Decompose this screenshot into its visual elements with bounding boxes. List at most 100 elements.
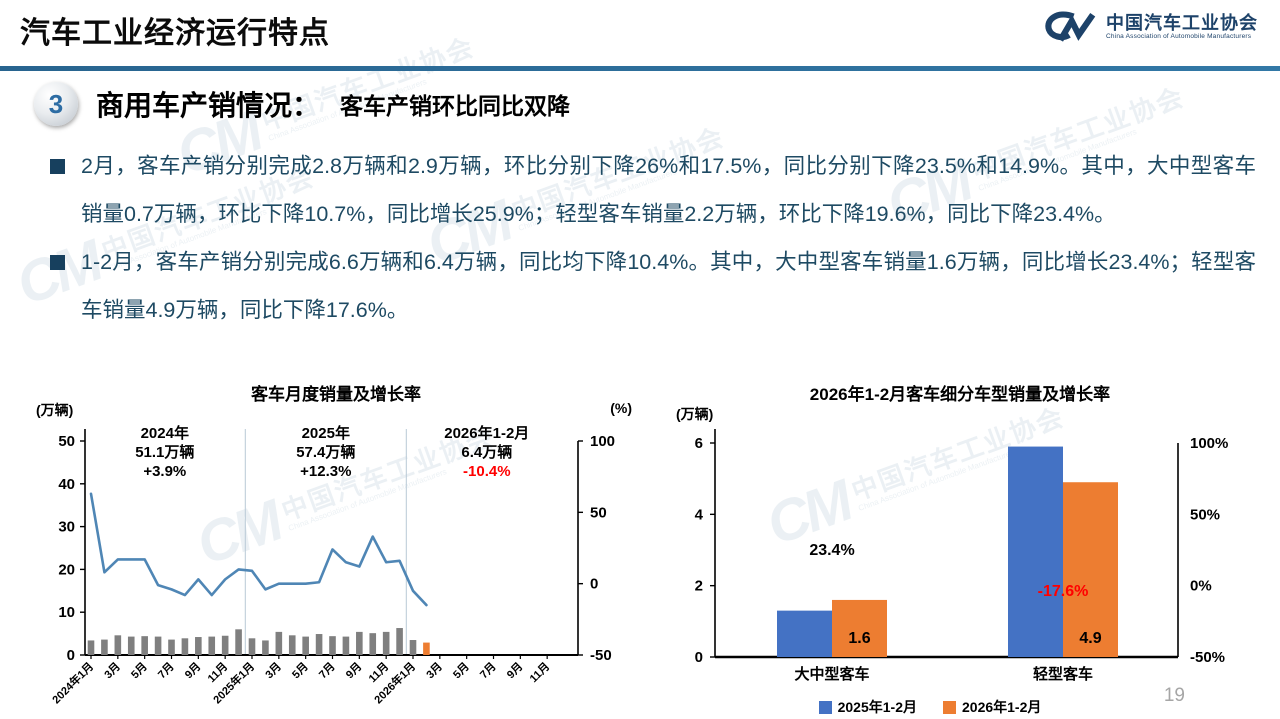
bar-2026 bbox=[832, 599, 887, 657]
sales-bar bbox=[396, 628, 403, 655]
x-axis-tick-label: 7月 bbox=[477, 660, 498, 681]
left-axis-tick-label: 10 bbox=[58, 604, 75, 621]
chart-annotation: 57.4万辆 bbox=[296, 443, 355, 461]
chart-annotation: 2026年1-2月 bbox=[444, 424, 529, 442]
sales-bar bbox=[127, 636, 135, 655]
left-axis-tick-label: 0 bbox=[695, 649, 703, 666]
left-axis-tick-label: 20 bbox=[58, 561, 75, 578]
x-axis-tick-label: 5月 bbox=[450, 660, 471, 681]
sales-bar bbox=[114, 635, 122, 655]
sales-bar bbox=[235, 629, 242, 655]
x-axis-tick-label: 7月 bbox=[155, 660, 176, 681]
chart-annotation: -10.4% bbox=[463, 463, 511, 480]
x-axis-tick-label: 5月 bbox=[128, 660, 149, 681]
left-axis-tick-label: 30 bbox=[58, 519, 75, 536]
caam-cm-icon bbox=[1045, 11, 1096, 42]
sales-bar bbox=[409, 640, 417, 655]
legend-swatch-2026 bbox=[943, 700, 956, 714]
chart-title: 2026年1-2月客车细分车型销量及增长率 bbox=[809, 385, 1111, 404]
legend-item: 2026年1-2月 bbox=[943, 697, 1041, 717]
sales-bar bbox=[101, 639, 108, 655]
chart-annotation: 51.1万辆 bbox=[135, 443, 194, 461]
bar-2025 bbox=[777, 610, 832, 657]
sales-bar bbox=[342, 636, 350, 655]
sales-bar bbox=[262, 640, 269, 655]
x-axis-tick-label: 11月 bbox=[527, 660, 552, 685]
x-axis-tick-label: 5月 bbox=[289, 660, 310, 681]
chart-annotation: 2025年 bbox=[302, 424, 350, 442]
chart-legend: 2025年1-2月 2026年1-2月 bbox=[660, 697, 1200, 717]
right-axis-tick-label: 100 bbox=[590, 433, 615, 450]
sales-bar bbox=[275, 631, 283, 655]
growth-line bbox=[89, 492, 428, 607]
chart-annotation: +3.9% bbox=[143, 463, 186, 480]
bullet-item: 1-2月，客车产销分别完成6.6万辆和6.4万辆，同比均下降10.4%。其中，大… bbox=[48, 238, 1256, 334]
left-axis-tick-label: 4 bbox=[695, 506, 704, 523]
x-axis-tick-label: 7月 bbox=[316, 660, 337, 681]
category-label: 轻型客车 bbox=[1033, 665, 1093, 683]
sales-bar bbox=[356, 631, 363, 655]
monthly-sales-chart: 客车月度销量及增长率 (万辆) (%) 0 10 20 30 40 50 -50 0 50 100… bbox=[30, 378, 642, 719]
category-label: 大中型客车 bbox=[794, 665, 869, 683]
right-axis-tick-label: 50 bbox=[590, 504, 607, 521]
chart-title: 客车月度销量及增长率 bbox=[251, 385, 421, 404]
sales-bar bbox=[195, 637, 202, 655]
header-divider bbox=[0, 66, 1280, 71]
bar-value-label: 1.6 bbox=[848, 630, 870, 647]
bullet-list: 2月，客车产销分别完成2.8万辆和2.9万辆，环比分别下降26%和17.5%，同… bbox=[48, 142, 1256, 334]
bullet-square-icon bbox=[50, 159, 65, 174]
sales-bar bbox=[423, 642, 430, 655]
sales-bar bbox=[369, 633, 377, 655]
x-axis-tick-label: 11月 bbox=[205, 660, 230, 685]
growth-annotation: -17.6% bbox=[1038, 583, 1089, 600]
bullet-item: 2月，客车产销分别完成2.8万辆和2.9万辆，环比分别下降26%和17.5%，同… bbox=[48, 142, 1256, 238]
right-axis-unit-label: (%) bbox=[610, 400, 632, 416]
x-axis-tick-label: 9月 bbox=[504, 660, 525, 681]
left-axis-tick-label: 2 bbox=[695, 578, 703, 595]
bar-2026 bbox=[1063, 482, 1118, 657]
right-axis-tick-label: 100% bbox=[1190, 435, 1228, 452]
x-axis-tick-label: 11月 bbox=[366, 660, 391, 685]
right-axis-tick-label: 0 bbox=[590, 576, 598, 593]
page-title: 汽车工业经济运行特点 bbox=[20, 17, 330, 50]
x-axis-tick-label: 3月 bbox=[424, 660, 445, 681]
sales-bar bbox=[329, 636, 336, 655]
x-axis-tick-label: 9月 bbox=[343, 660, 364, 681]
chart-annotation: 2024年 bbox=[141, 424, 189, 442]
caam-name-cn: 中国汽车工业协会 bbox=[1106, 12, 1258, 33]
bar-2025 bbox=[1008, 446, 1063, 657]
segment-sales-plot: 0 2 4 6 -50% 0% 50% 100% 1.6 大中型客车 23.4% 4.9 轻型客车 -17… bbox=[695, 429, 1228, 683]
sales-bar bbox=[221, 635, 229, 655]
sales-bar bbox=[154, 636, 162, 655]
sales-bar bbox=[181, 638, 189, 655]
chart-annotation: +12.3% bbox=[300, 463, 351, 480]
x-axis-tick-label: 3月 bbox=[102, 660, 123, 681]
chart-annotation: 6.4万辆 bbox=[461, 443, 512, 461]
bullet-text: 2月，客车产销分别完成2.8万辆和2.9万辆，环比分别下降26%和17.5%，同… bbox=[81, 154, 1256, 226]
right-axis-tick-label: 0% bbox=[1190, 578, 1212, 595]
left-axis-tick-label: 50 bbox=[58, 433, 75, 450]
caam-name-en: China Association of Automobile Manufact… bbox=[1106, 33, 1252, 41]
left-axis-unit-label: (万辆) bbox=[36, 402, 74, 418]
legend-label: 2026年1-2月 bbox=[962, 699, 1042, 715]
section-subtitle: 客车产销环比同比双降 bbox=[340, 93, 571, 119]
page-number: 19 bbox=[1163, 685, 1185, 706]
x-axis-tick-label: 2024年1月 bbox=[49, 659, 96, 706]
right-axis-tick-label: -50 bbox=[590, 647, 612, 664]
x-axis-tick-label: 9月 bbox=[182, 660, 203, 681]
legend-label: 2025年1-2月 bbox=[837, 699, 917, 715]
growth-annotation: 23.4% bbox=[809, 542, 854, 559]
section-title: 商用车产销情况： bbox=[96, 90, 321, 121]
sales-bar bbox=[302, 636, 309, 655]
bullet-square-icon bbox=[50, 255, 65, 270]
left-axis-tick-label: 40 bbox=[58, 476, 75, 493]
right-axis-tick-label: -50% bbox=[1190, 649, 1225, 666]
segment-sales-chart: 2026年1-2月客车细分车型销量及增长率 (万辆) 0 2 4 6 -50% 0% 50%… bbox=[660, 378, 1260, 719]
left-axis-unit-label: (万辆) bbox=[676, 406, 714, 422]
sales-bar bbox=[141, 636, 148, 655]
sales-bar bbox=[248, 638, 256, 655]
bullet-text: 1-2月，客车产销分别完成6.6万辆和6.4万辆，同比均下降10.4%。其中，大… bbox=[81, 250, 1256, 322]
sales-bar bbox=[288, 635, 296, 655]
right-axis-tick-label: 50% bbox=[1190, 506, 1220, 523]
